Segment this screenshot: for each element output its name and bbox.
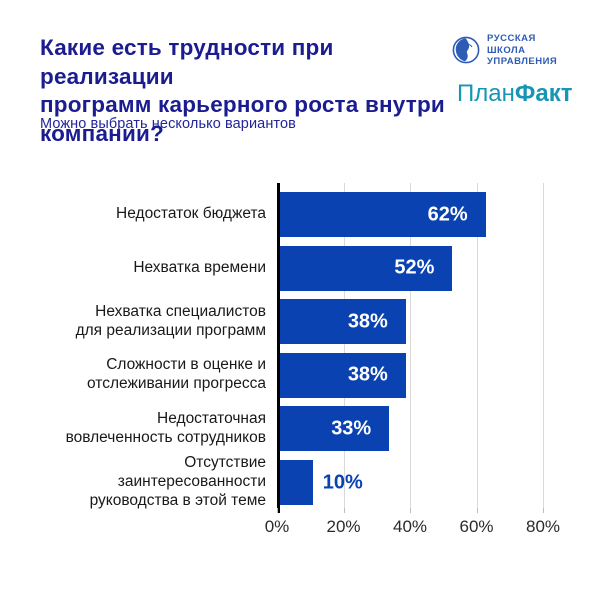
- rsu-logo: РУССКАЯ ШКОЛА УПРАВЛЕНИЯ: [452, 33, 557, 68]
- bar: 62%: [279, 192, 486, 237]
- bar: 10%: [279, 460, 363, 505]
- rsu-face-icon: [452, 36, 480, 64]
- axis-tick: [343, 508, 345, 513]
- bar: 38%: [279, 352, 406, 398]
- bar-value-label: 52%: [394, 256, 435, 279]
- plot-area: 62% 52% 38% 38% 33% 10%: [277, 183, 562, 513]
- x-tick-label: 20%: [326, 517, 361, 536]
- bar: 38%: [279, 299, 406, 345]
- x-tick-label: 60%: [459, 517, 494, 536]
- axis-tick: [543, 508, 544, 513]
- gridline: [343, 183, 345, 508]
- category-label: Недостаток бюджета: [116, 205, 266, 223]
- axis-tick: [476, 508, 478, 513]
- bar-row: 52%: [279, 245, 453, 291]
- category-label: Отсутствие заинтересованности руководств…: [89, 454, 266, 509]
- x-tick-label: 80%: [525, 517, 561, 536]
- category-labels: Недостаток бюджета Нехватка времени Нехват…: [38, 183, 266, 509]
- bar: 52%: [279, 245, 453, 291]
- axis-tick: [277, 508, 278, 513]
- bar-value-label: 33%: [331, 417, 372, 440]
- category-label: Нехватка специалистов для реализации про…: [75, 302, 266, 339]
- bar-row: 38%: [279, 352, 406, 398]
- planfact-logo-part2: Факт: [514, 80, 573, 107]
- bar: 33%: [279, 406, 390, 452]
- bar-row: 38%: [279, 299, 406, 345]
- y-axis-line: [277, 183, 280, 513]
- bar-row: 62%: [279, 192, 486, 237]
- planfact-logo: ПланФакт: [457, 80, 572, 108]
- bar-row: 33%: [279, 406, 390, 452]
- page-subtitle: Можно выбрать несколько вариантов: [40, 116, 296, 132]
- planfact-logo-part1: План: [457, 80, 515, 107]
- bar-value-label: 10%: [322, 471, 363, 493]
- bar-value-label: 62%: [427, 203, 468, 225]
- bar-row: 10%: [279, 460, 363, 505]
- category-label: Нехватка времени: [133, 258, 266, 276]
- x-tick-label: 0%: [264, 517, 290, 536]
- axis-tick: [410, 508, 411, 513]
- page-title: Какие есть трудности при реализации прог…: [40, 35, 445, 146]
- category-label: Недостаточная вовлеченность сотрудников: [65, 409, 266, 446]
- gridline: [476, 183, 478, 508]
- bar-value-label: 38%: [347, 310, 388, 333]
- bar-value-label: 38%: [347, 363, 388, 386]
- gridline: [543, 183, 544, 508]
- rsu-logo-text: РУССКАЯ ШКОЛА УПРАВЛЕНИЯ: [487, 33, 558, 68]
- x-tick-label: 40%: [392, 517, 428, 536]
- gridline: [410, 183, 411, 508]
- x-axis-labels: 0% 20% 40% 60% 80%: [265, 517, 562, 539]
- category-label: Сложности в оценке и отслеживании прогре…: [87, 356, 266, 393]
